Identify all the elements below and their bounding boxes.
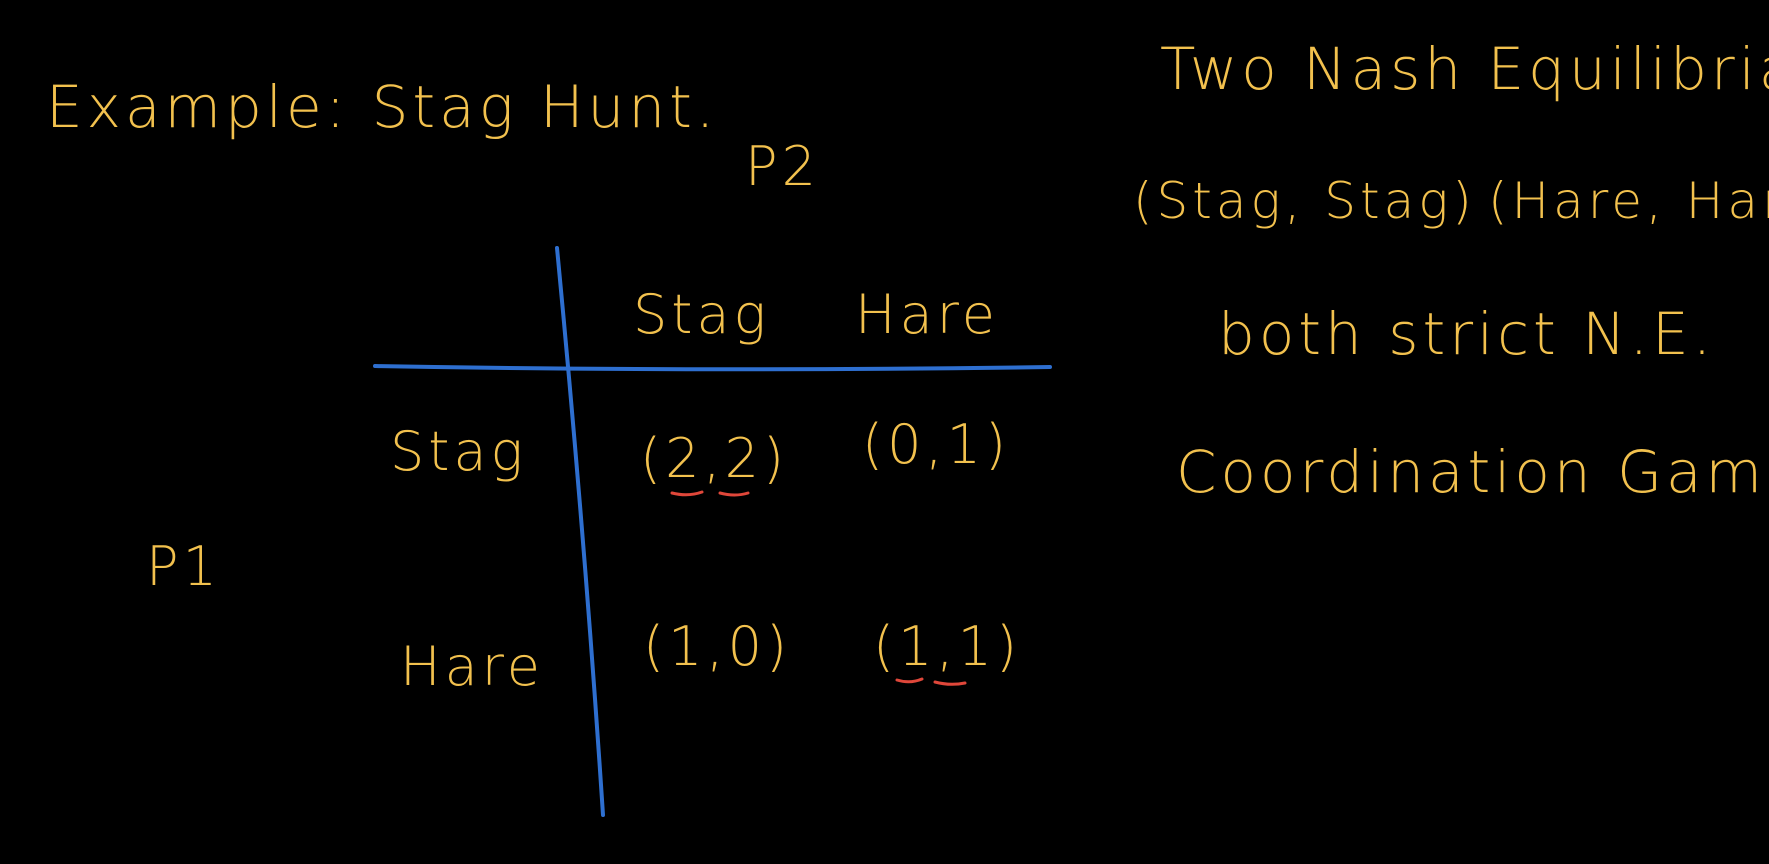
game-classification: Coordination Game. (1176, 438, 1769, 506)
best-response-mark-stag-p2 (718, 491, 750, 497)
best-response-mark-hare-p1 (895, 677, 924, 684)
grid-horizontal-line (373, 364, 1052, 372)
row-player-label: P1 (146, 535, 221, 598)
grid-vertical-line (555, 246, 605, 817)
strictness-note: both strict N.E. (1218, 300, 1716, 368)
page-title: Example: Stag Hunt. (46, 73, 719, 141)
payoff-cell: (0,1) (862, 413, 1011, 476)
payoff-cell: (1,0) (643, 615, 792, 678)
equilibrium-hare-hare: (Hare, Hare). (1488, 172, 1769, 230)
column-player-label: P2 (745, 135, 820, 198)
row-label-stag: Stag (390, 420, 527, 483)
best-response-mark-hare-p2 (933, 680, 967, 686)
equilibrium-stag-stag: (Stag, Stag) (1133, 172, 1476, 230)
column-header-hare: Hare (855, 283, 999, 346)
payoff-cell: (2,2) (640, 427, 789, 490)
payoff-cell: (1,1) (873, 615, 1022, 678)
column-header-stag: Stag (633, 283, 770, 346)
row-label-hare: Hare (400, 635, 544, 698)
notes-heading: Two Nash Equilibria. (1160, 35, 1769, 103)
best-response-mark-stag-p1 (670, 490, 704, 497)
